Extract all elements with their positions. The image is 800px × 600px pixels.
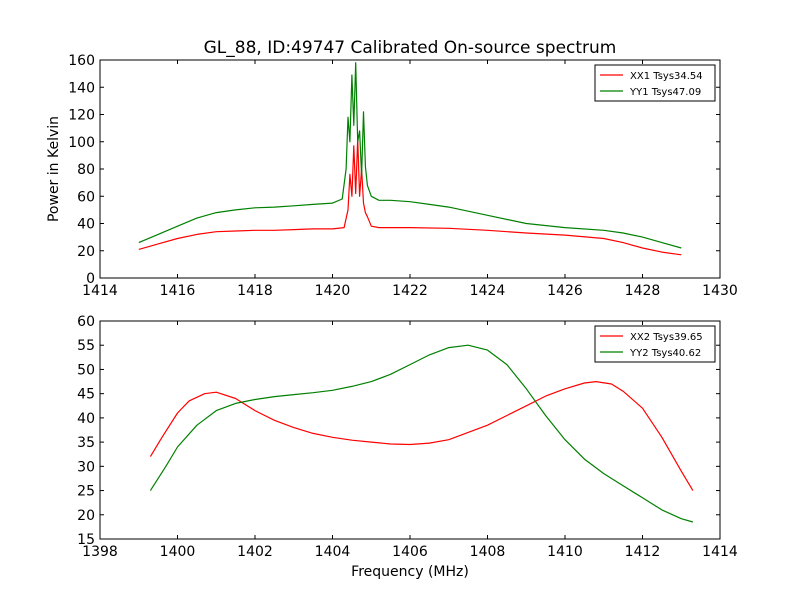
y-tick-label: 100: [68, 135, 95, 151]
y-tick-label: 20: [77, 244, 95, 260]
legend-label: XX2 Tsys39.65: [630, 332, 703, 343]
legend-box: [594, 64, 716, 102]
series-line-2: [138, 62, 682, 249]
legend-label: XX1 Tsys34.54: [630, 71, 703, 82]
legend: XX2 Tsys39.65 YY2 Tsys40.62: [594, 325, 716, 363]
y-tick-label: 0: [86, 271, 95, 287]
x-tick-label: 1410: [547, 544, 583, 560]
x-tick-label: 1412: [625, 544, 661, 560]
y-tick-label: 80: [77, 162, 95, 178]
x-tick-label: 1426: [547, 283, 583, 299]
x-tick-label: 1428: [625, 283, 661, 299]
y-tick-label: 50: [77, 362, 95, 378]
x-tick-label: 1416: [160, 283, 196, 299]
top-spectrum-panel: 1414 1416 1418 1420 1422 1424 1426 1428 1430 0 20 4…: [46, 53, 738, 299]
legend: XX1 Tsys34.54 YY1 Tsys47.09: [594, 64, 716, 102]
legend-box: [594, 325, 716, 363]
y-tick-label: 120: [68, 108, 95, 124]
x-tick-label: 1422: [392, 283, 428, 299]
series-line-2: [149, 344, 694, 523]
x-axis-label: Frequency (MHz): [351, 564, 469, 580]
legend-label: YY1 Tsys47.09: [629, 87, 701, 98]
x-tick-label: 1406: [392, 544, 428, 560]
y-tick-label: 60: [77, 189, 95, 205]
x-tick-label: 1420: [315, 283, 351, 299]
y-tick-label: 20: [77, 508, 95, 524]
y-tick-label: 45: [77, 387, 95, 403]
x-tick-label: 1402: [237, 544, 273, 560]
y-tick-label: 25: [77, 484, 95, 500]
x-tick-label: 1408: [470, 544, 506, 560]
figure-title: GL_88, ID:49747 Calibrated On-source spe…: [204, 38, 617, 58]
x-tick-label: 1400: [160, 544, 196, 560]
x-tick-label: 1418: [237, 283, 273, 299]
y-tick-label: 140: [68, 80, 95, 96]
x-tick-label: 1404: [315, 544, 351, 560]
legend-label: YY2 Tsys40.62: [629, 348, 701, 359]
x-tick-label: 1398: [82, 544, 118, 560]
series-line-1: [149, 381, 694, 491]
x-tick-label: 1430: [702, 283, 738, 299]
y-tick-label: 35: [77, 435, 95, 451]
x-tick-label: 1414: [702, 544, 738, 560]
x-tick-label: 1414: [82, 283, 118, 299]
series-line-1: [138, 138, 682, 256]
bottom-spectrum-panel: 1398 1400 1402 1404 1406 1408 1410 1412 1414 15 20…: [77, 314, 738, 580]
y-tick-label: 40: [77, 411, 95, 427]
y-tick-label: 40: [77, 217, 95, 233]
y-tick-label: 30: [77, 459, 95, 475]
x-tick-label: 1424: [470, 283, 506, 299]
y-tick-label: 160: [68, 53, 95, 69]
y-tick-label: 60: [77, 314, 95, 330]
y-tick-label: 15: [77, 532, 95, 548]
y-tick-label: 55: [77, 338, 95, 354]
y-axis-label: Power in Kelvin: [46, 116, 62, 222]
